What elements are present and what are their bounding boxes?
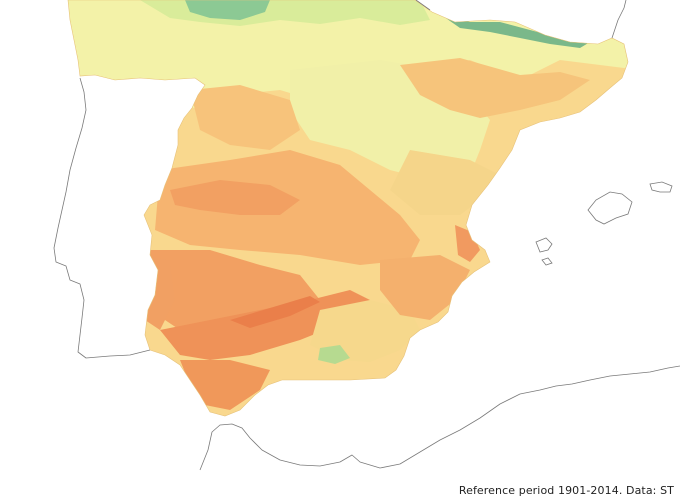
menorca-island [649,181,673,193]
southeast-orange [380,255,470,320]
tagus-hot [170,180,300,215]
valencia-coast-hot [455,225,480,262]
ibiza-island [535,237,553,253]
guadalquivir-hot [160,290,370,360]
ebro-orange [400,58,590,118]
guadalquivir-core [230,296,320,328]
sierra-nevada-green [318,345,350,364]
spain-outline [67,0,629,417]
south-hot [180,360,270,410]
mallorca-island [587,191,633,225]
northwest-orange [190,85,300,150]
portugal-coastline [53,77,151,359]
france-coastline [415,0,627,39]
cantabrian-green [185,0,270,20]
pyrenees-green [440,14,590,48]
formentera-island [541,257,553,266]
east-light [390,150,500,215]
africa-coastline [199,365,680,471]
attribution-text: Reference period 1901-2014. Data: ST [458,484,674,497]
